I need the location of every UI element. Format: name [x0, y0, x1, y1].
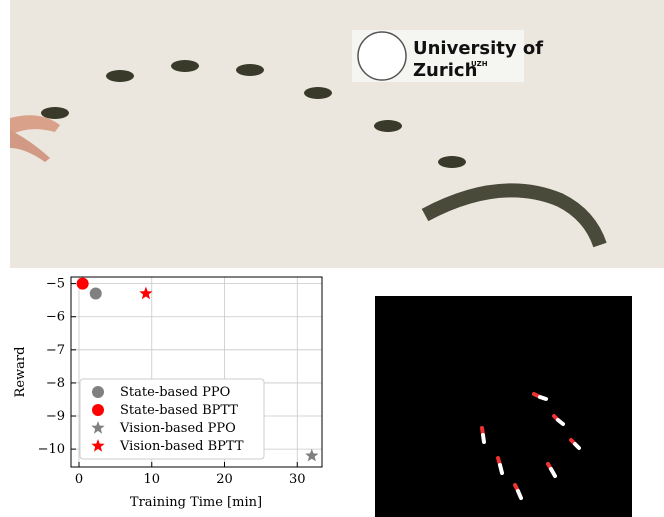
y-axis-label: Reward: [13, 347, 28, 398]
y-tick-label: −8: [46, 376, 65, 391]
y-tick-label: −9: [46, 409, 65, 424]
point: [90, 288, 102, 300]
x-tick-label: 30: [289, 472, 306, 487]
legend-marker: [92, 386, 104, 398]
point: [77, 278, 89, 290]
chart: Training Time [min] Reward 0 10 20 30 −5 −6 −7…: [13, 277, 322, 510]
legend-label: Vision-based BPTT: [119, 439, 244, 454]
point: [139, 287, 152, 300]
legend-label: State-based BPTT: [120, 403, 238, 418]
logo-seal: [358, 32, 406, 80]
page: University of Zurich UZH Training Time […: [0, 0, 664, 517]
logo-name: Zurich: [413, 60, 477, 81]
legend-marker: [92, 404, 104, 416]
point: [305, 449, 318, 462]
x-tick-label: 20: [216, 472, 233, 487]
x-axis-label: Training Time [min]: [130, 495, 262, 510]
logo-title: University of: [413, 38, 543, 59]
legend-label: Vision-based PPO: [119, 421, 236, 436]
y-tick-label: −6: [46, 310, 65, 325]
simulation-view: [375, 296, 632, 517]
figure: University of Zurich UZH Training Time […: [0, 0, 664, 517]
x-tick-label: 0: [75, 472, 83, 487]
y-tick-label: −5: [46, 277, 65, 292]
photo: University of Zurich UZH: [10, 0, 664, 268]
logo-sup: UZH: [471, 60, 488, 68]
y-tick-label: −10: [38, 442, 65, 457]
photo-background: [10, 0, 664, 268]
y-tick-label: −7: [46, 343, 65, 358]
sim-background: [375, 296, 632, 517]
legend-label: State-based PPO: [120, 385, 230, 400]
x-tick-label: 10: [143, 472, 160, 487]
